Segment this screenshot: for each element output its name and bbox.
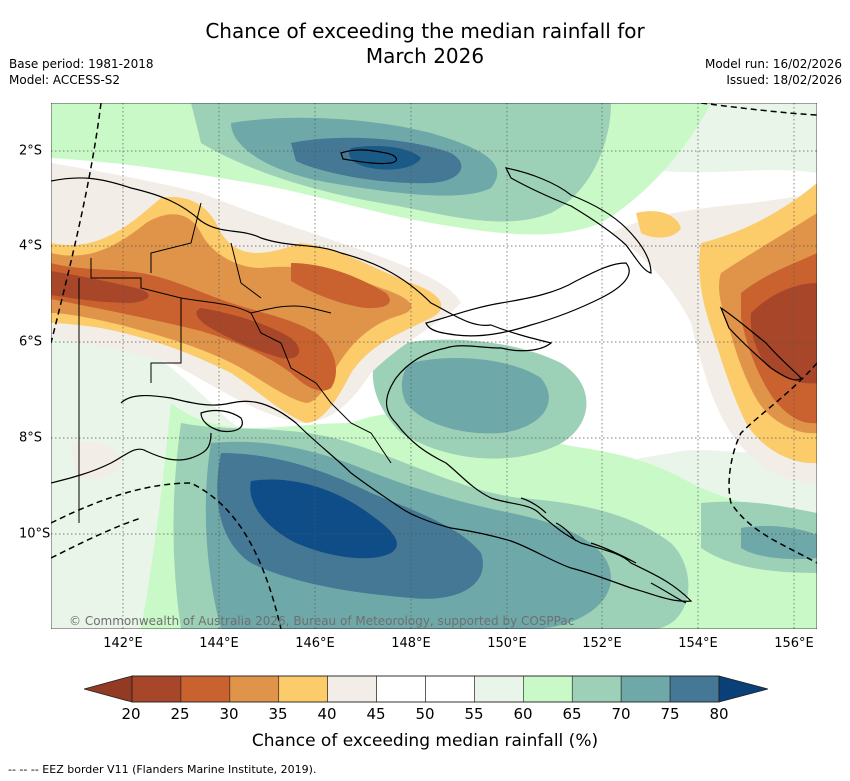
colorbar-cell <box>620 675 671 703</box>
y-tick-2s: 2°S <box>19 143 43 159</box>
x-tick-148: 148°E <box>391 636 431 651</box>
new-britain-coast <box>425 262 630 337</box>
zone-80-plus-north <box>349 146 421 170</box>
fly-river-islands <box>200 409 243 433</box>
zone-20-25-west <box>51 271 149 303</box>
new-guinea-coast <box>51 177 693 602</box>
colorbar-cell <box>131 675 182 703</box>
colorbar-tick: 75 <box>660 705 680 723</box>
bougainville-coast <box>719 306 802 381</box>
new-ireland-coast <box>504 167 652 274</box>
colorbar-tick: 60 <box>513 705 533 723</box>
x-tick-156: 156°E <box>774 636 814 651</box>
x-tick-142: 142°E <box>103 636 143 651</box>
zone-20-25-east <box>750 283 817 384</box>
colorbar-tick: 45 <box>366 705 386 723</box>
eez-north <box>700 103 817 116</box>
west-new-guinea-coast <box>51 432 212 484</box>
colorbar-cell <box>474 675 524 703</box>
louisiade-islands <box>590 542 687 604</box>
eez-borders <box>51 103 817 629</box>
colorbar-tick: 25 <box>170 705 190 723</box>
base-period: Base period: 1981-2018 <box>9 57 154 71</box>
meta-left: Base period: 1981-2018 Model: ACCESS-S2 <box>9 56 154 88</box>
eez-legend-note: -- -- -- EEZ border V11 (Flanders Marine… <box>8 763 317 776</box>
manus-coast <box>340 149 398 165</box>
province-border-3 <box>150 202 202 273</box>
colorbar-cell <box>523 675 573 703</box>
colorbar-cell <box>571 675 622 703</box>
borders <box>78 202 392 523</box>
x-tick-144: 144°E <box>199 636 239 651</box>
title-line-2: March 2026 <box>365 44 485 68</box>
colorbar-tick: 55 <box>464 705 484 723</box>
eez-southwest <box>51 517 142 559</box>
colorbar-frame <box>131 675 720 703</box>
colorbar-cell <box>327 675 377 703</box>
colorbar-cell <box>180 675 231 703</box>
model-run: Model run: 16/02/2026 <box>704 57 842 71</box>
province-border-5 <box>315 382 392 464</box>
colorbar-cell <box>425 675 475 703</box>
x-tick-154: 154°E <box>678 636 718 651</box>
zone-40-45-sw <box>71 441 121 479</box>
y-tick-6s: 6°S <box>19 334 43 350</box>
province-border-4 <box>250 305 332 314</box>
colorbar-under <box>84 675 133 703</box>
map-title: Chance of exceeding the median rainfall … <box>0 19 850 69</box>
colorbar-tick: 20 <box>121 705 141 723</box>
colorbar-tick: 40 <box>317 705 337 723</box>
eez-east <box>728 362 817 564</box>
zone-25-30-central <box>291 263 390 309</box>
colorbar <box>84 675 768 703</box>
eez-south <box>51 482 282 629</box>
zone-35-40-ne <box>636 211 681 238</box>
copyright-notice: © Commonwealth of Australia 2026, Bureau… <box>69 614 575 628</box>
colorbar-cell <box>376 675 426 703</box>
zone-20-25-west2 <box>196 308 300 359</box>
colorbar-cell <box>278 675 328 703</box>
colorbar-tick: 30 <box>219 705 239 723</box>
colorbar-tick: 80 <box>709 705 729 723</box>
milne-bay-islands <box>520 497 577 542</box>
zone-70-75-central <box>401 358 549 434</box>
colorbar-tick: 70 <box>611 705 631 723</box>
rainfall-map <box>51 103 817 629</box>
y-tick-4s: 4°S <box>19 238 43 254</box>
model-name: Model: ACCESS-S2 <box>9 73 121 87</box>
x-tick-150: 150°E <box>487 636 527 651</box>
meta-right: Model run: 16/02/2026 Issued: 18/02/2026 <box>705 56 842 88</box>
colorbar-over <box>718 675 768 703</box>
colorbar-tick: 35 <box>268 705 288 723</box>
x-tick-152: 152°E <box>582 636 622 651</box>
coastlines <box>51 149 802 604</box>
issued-date: Issued: 18/02/2026 <box>726 73 842 87</box>
y-tick-8s: 8°S <box>19 430 43 446</box>
colorbar-label: Chance of exceeding median rainfall (%) <box>251 731 599 751</box>
colorbar-cell <box>669 675 720 703</box>
colorbar-tick: 65 <box>562 705 582 723</box>
colorbar-cell <box>229 675 280 703</box>
province-border-1 <box>90 258 182 383</box>
eez-west <box>51 103 102 344</box>
y-tick-10s: 10°S <box>19 526 51 542</box>
title-line-1: Chance of exceeding the median rainfall … <box>205 19 645 43</box>
province-border-2 <box>180 297 317 384</box>
zone-80-plus <box>250 479 397 559</box>
x-tick-146: 146°E <box>295 636 335 651</box>
colorbar-tick: 50 <box>415 705 435 723</box>
province-border-6 <box>230 242 262 299</box>
